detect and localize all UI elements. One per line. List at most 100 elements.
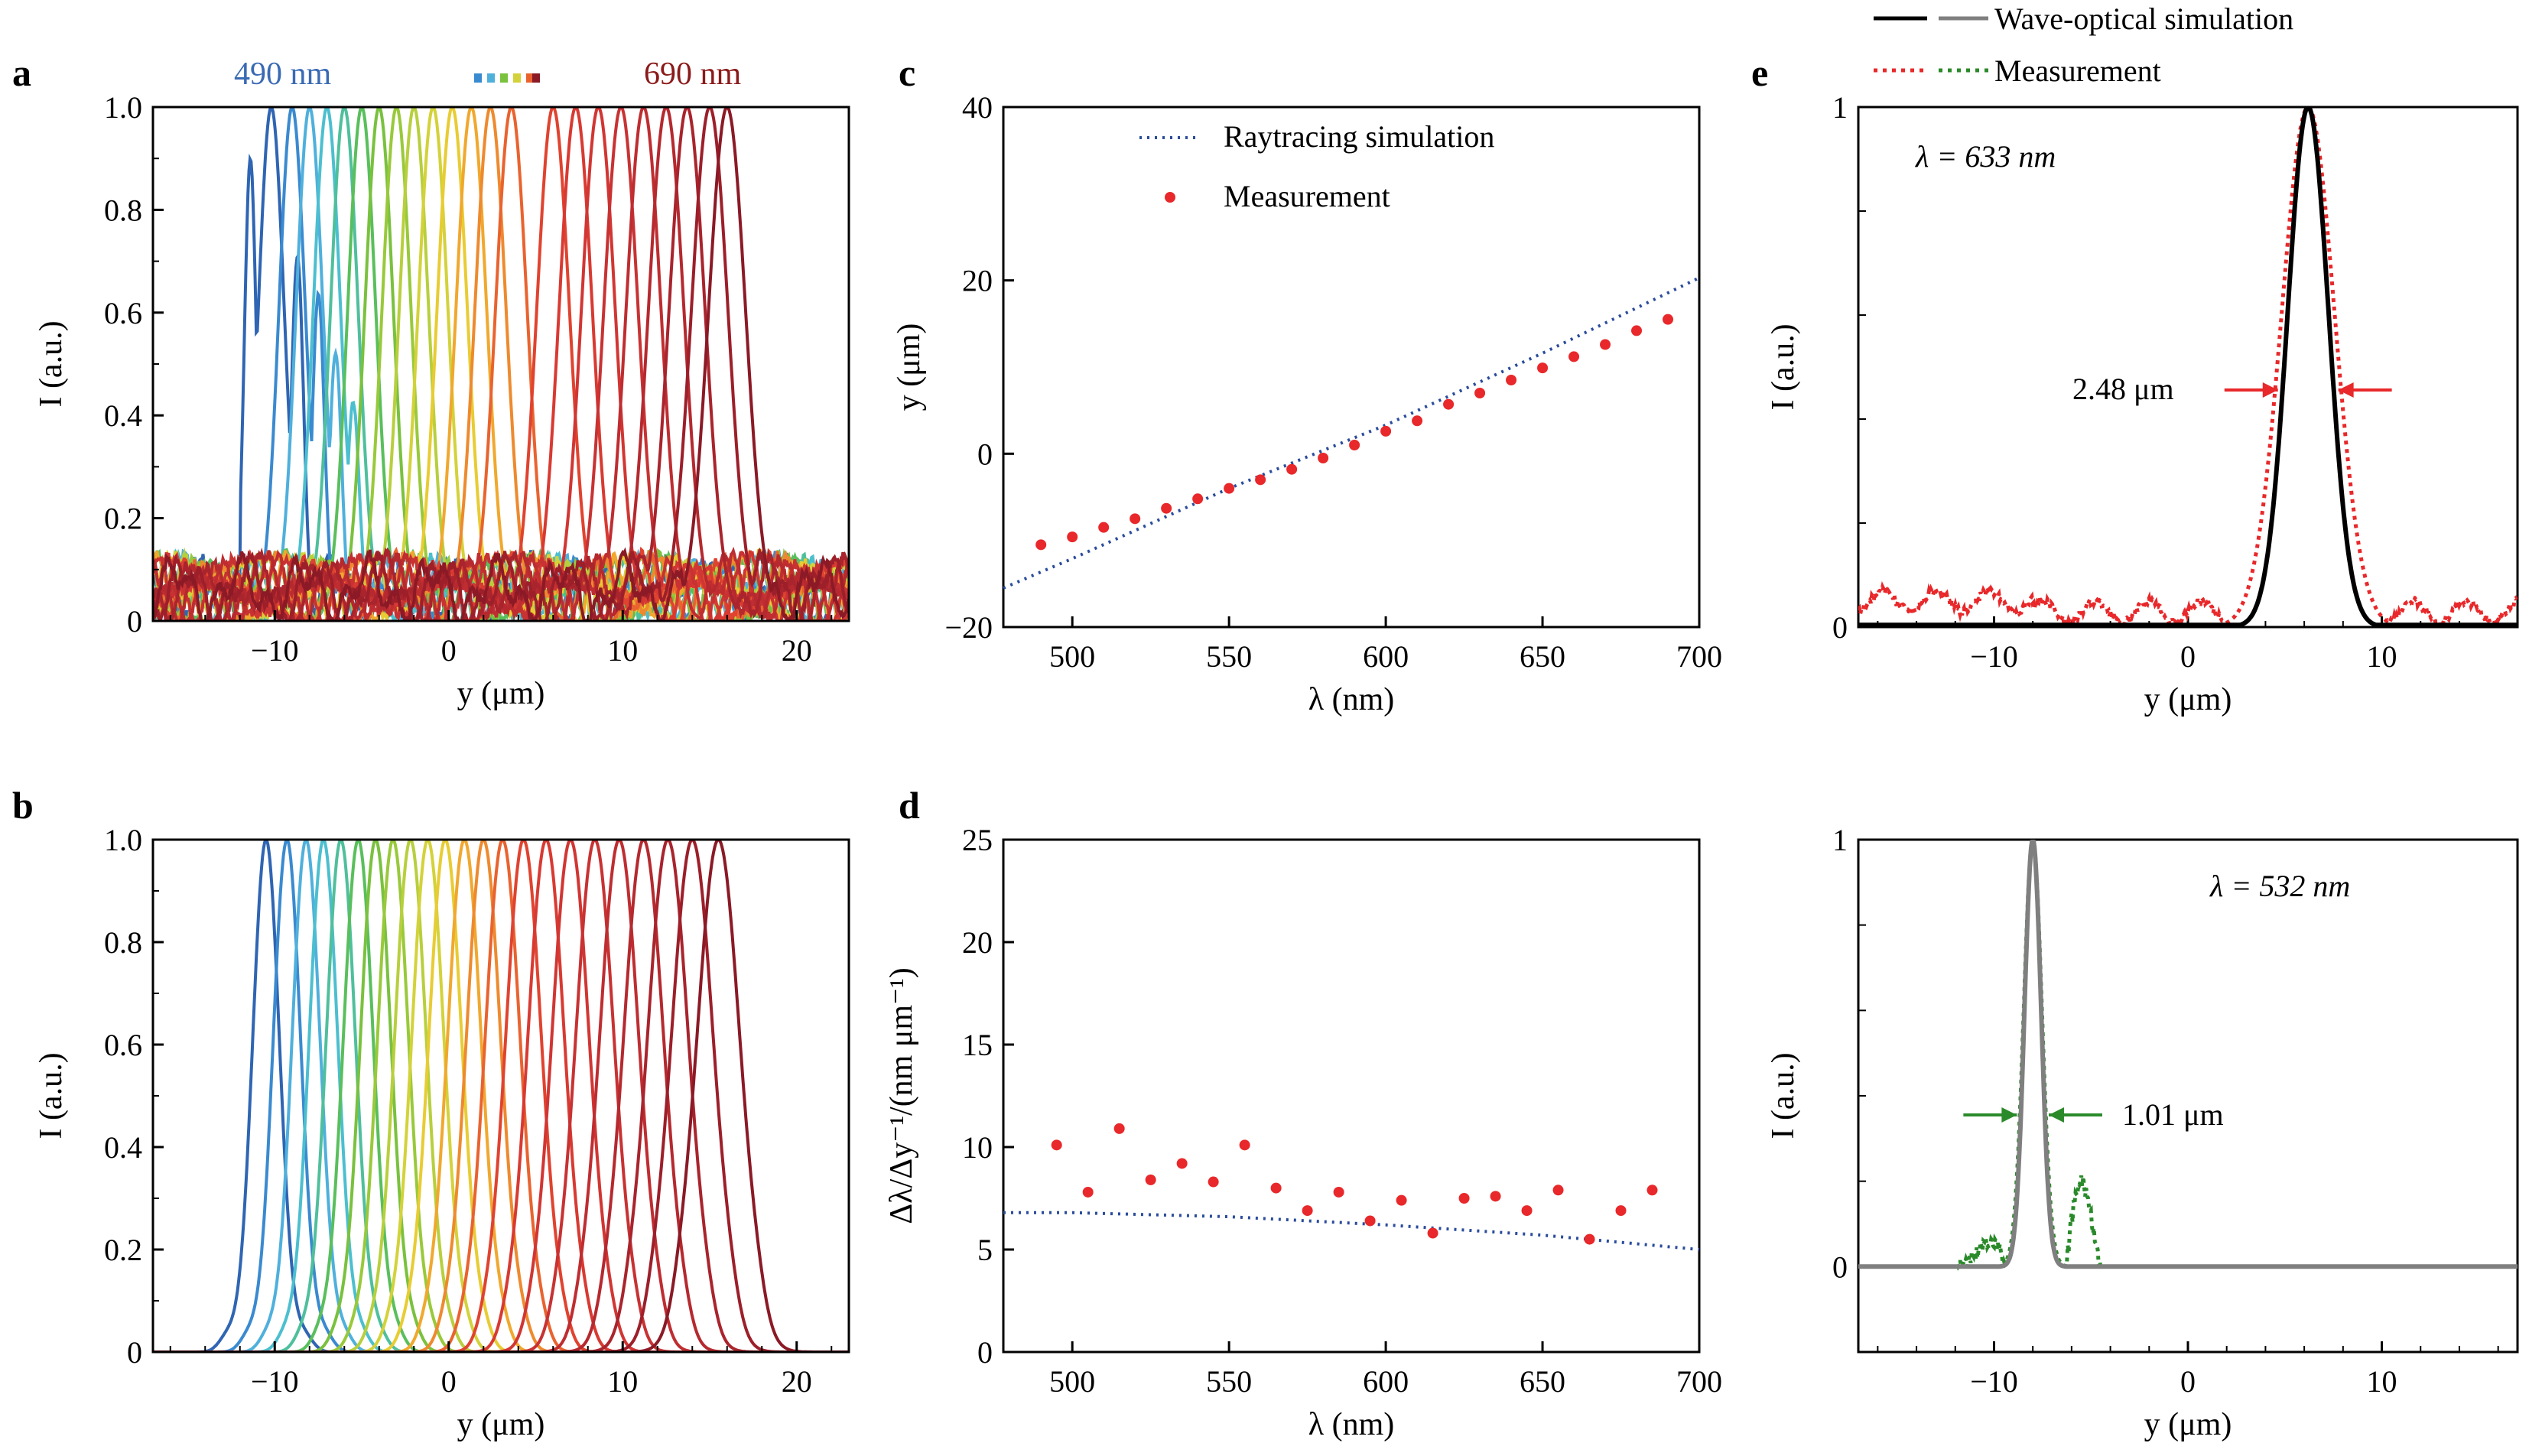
spectral-curve [153,840,849,1352]
panel-d-data [1003,1123,1700,1251]
panel-e-bottom-plot: −10 0 10 0 1 y (μm) I (a.u.) λ = 532 nm 1.01 μ… [1766,823,2519,1442]
simulation-curve [1858,107,2518,627]
x-tick-label: 500 [1049,1364,1095,1399]
plot-frame [1857,106,2519,629]
measurement-point [1631,325,1643,336]
y-axis-label: I (a.u.) [1766,323,1801,410]
x-tick-label: 650 [1520,1364,1565,1399]
y-tick-label: 0 [977,437,993,471]
spectral-curve [153,840,849,1352]
measurement-point [1161,502,1172,514]
panel-a-axes: −10 0 10 20 0 0.2 0.4 0.6 0.8 1.0 y (μm) I (a.u.) [34,90,850,711]
panel-c-plot: 500 550 600 650 700 −20 0 20 40 λ (nm) y (μm) Rayt… [892,90,1722,717]
fwhm-arrowhead-right [2048,1107,2064,1123]
panel-e-top-plot: −10 0 10 0 1 y (μm) I (a.u.) λ = 633 nm 2.48 μ… [1766,90,2519,717]
measurement-point [1396,1194,1407,1206]
spectral-curve [153,840,849,1352]
spectral-curve [153,840,849,1352]
measurement-point [1098,522,1110,533]
y-tick-label: 0 [127,1335,142,1370]
x-tick-label: −10 [251,633,299,668]
y-axis-label: I (a.u.) [34,320,69,407]
panel-b-axes: −10 0 10 20 0 0.2 0.4 0.6 0.8 1.0 y (μm) I (a.u.) [34,823,850,1442]
legend-wave-optical-label: Wave-optical simulation [1994,2,2293,36]
y-tick-label: 0.8 [104,193,142,227]
spectral-curve [153,840,849,1352]
raytracing-line [1003,276,1700,590]
legend-690nm: 690 nm [644,57,742,92]
measurement-point [1176,1158,1188,1169]
x-tick-label: 20 [782,1364,812,1399]
y-tick-label: 5 [977,1233,993,1267]
spectral-curve [153,840,849,1352]
x-tick-label: 650 [1520,639,1565,674]
measurement-point [1364,1215,1376,1227]
measurement-point [1286,463,1298,475]
y-tick-label: 0.4 [104,398,142,433]
x-tick-label: −10 [1970,1364,2018,1399]
x-axis-label: y (μm) [457,1407,545,1442]
measurement-point [1333,1186,1344,1198]
y-tick-label: 0.8 [104,925,142,960]
measurement-point [1145,1174,1156,1185]
x-tick-label: 20 [782,633,812,668]
y-tick-label: −20 [944,610,993,645]
y-tick-label: 0.2 [104,1233,142,1267]
measurement-point [1051,1139,1062,1151]
fwhm-arrowhead-right [2338,382,2354,398]
x-axis-label: λ (nm) [1308,1407,1395,1442]
y-tick-label: 0 [127,604,142,639]
y-tick-label: 10 [962,1130,993,1165]
measurement-point [1427,1227,1438,1239]
measurement-curve [1858,840,2517,1271]
measurement-point [1615,1205,1627,1217]
y-tick-label: 0 [977,1335,993,1370]
x-tick-label: 550 [1206,639,1252,674]
panel-e-bottom-axes: −10 0 10 0 1 y (μm) I (a.u.) [1766,823,2519,1442]
panel-b-plot: −10 0 10 20 0 0.2 0.4 0.6 0.8 1.0 y (μm) I (a.u.) [34,823,850,1442]
e-top-wavelength-label: λ = 633 nm [1915,139,2056,174]
y-tick-label: 1 [1832,823,1848,857]
x-tick-label: 700 [1676,1364,1722,1399]
measurement-point [1255,474,1266,486]
y-tick-label: 1.0 [104,90,142,125]
measurement-point [1113,1123,1125,1134]
measurement-point [1521,1205,1533,1217]
measurement-point [1192,493,1204,505]
y-tick-label: 0 [1832,1250,1848,1284]
measurement-point [1082,1186,1094,1198]
x-tick-label: 600 [1363,1364,1409,1399]
x-tick-label: 10 [607,1364,638,1399]
legend-color-strip [474,73,540,83]
x-axis-label: y (μm) [2144,682,2232,717]
panel-label-b: b [12,784,34,827]
panel-a-curves [153,107,849,621]
y-axis-label: y (μm) [892,323,927,411]
panel-e-legend: Wave-optical simulation Measurement [1874,2,2293,88]
measurement-curve [1858,107,2518,627]
y-tick-label: 40 [962,90,993,125]
panel-label-d: d [899,784,920,827]
panel-c-legend: Raytracing simulation Measurement [1139,119,1494,213]
y-tick-label: 0.2 [104,502,142,536]
panel-e-top-data [1858,107,2518,627]
spectral-curve [153,840,849,1352]
measurement-point [1349,440,1360,450]
spectral-curve [153,840,849,1352]
e-top-fwhm-label: 2.48 μm [2072,372,2174,406]
measurement-point [1208,1176,1219,1188]
panel-a-plot: −10 0 10 20 0 0.2 0.4 0.6 0.8 1.0 y (μm) I (a.u.) 4… [34,57,850,711]
measurement-point [1552,1185,1564,1196]
measurement-point [1506,375,1517,385]
y-axis-label: I (a.u.) [34,1052,69,1139]
y-tick-label: 15 [962,1028,993,1062]
x-tick-label: 0 [2180,1364,2196,1399]
y-tick-label: 0.6 [104,296,142,330]
measurement-point [1302,1205,1313,1217]
measurement-point [1474,388,1486,398]
measurement-point [1458,1193,1470,1204]
measurement-point [1239,1139,1250,1151]
x-tick-label: 0 [2180,639,2196,674]
x-tick-label: 10 [2367,639,2397,674]
y-axis-label: Δλ/Δy⁻¹/(nm μm⁻¹) [884,967,919,1224]
